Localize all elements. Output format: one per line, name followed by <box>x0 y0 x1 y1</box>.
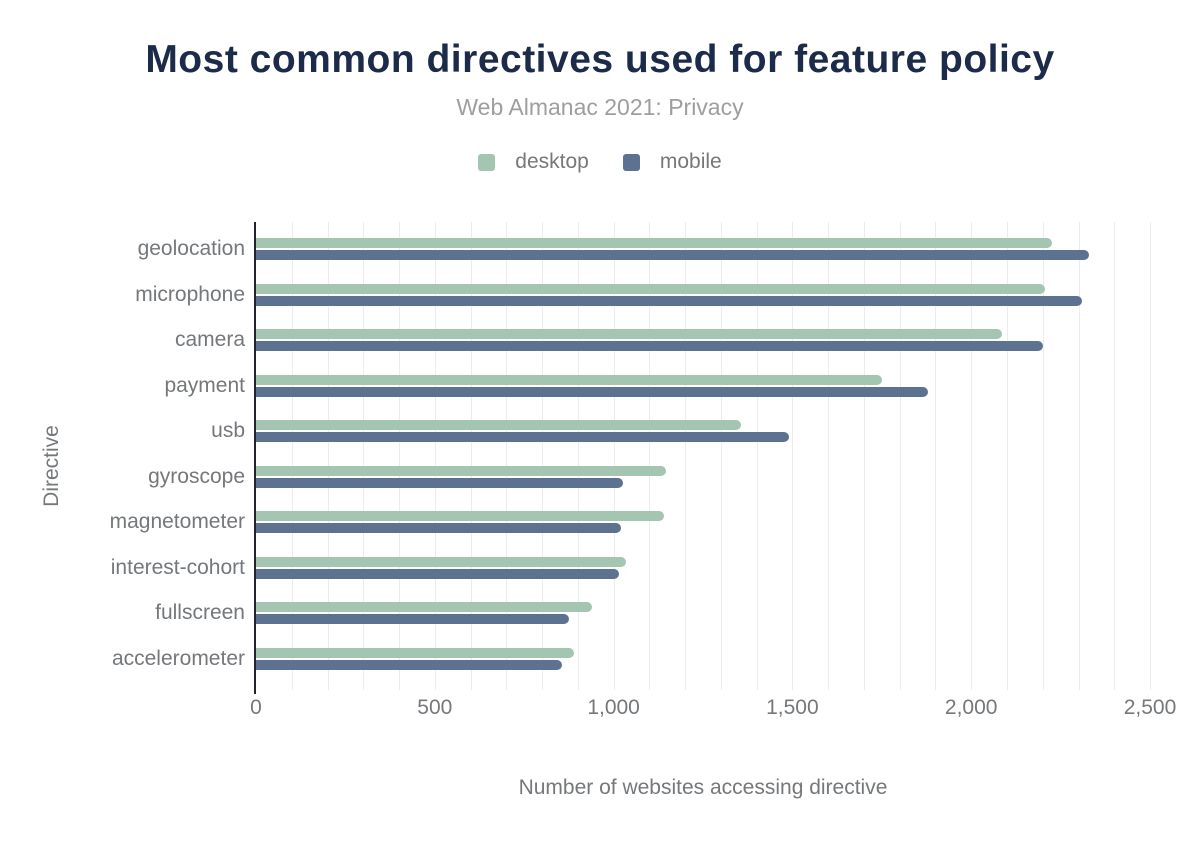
gridline <box>399 222 400 690</box>
bar-mobile-microphone <box>256 295 1083 306</box>
gridline <box>291 222 293 690</box>
gridline <box>577 222 579 690</box>
gridline <box>1150 222 1151 690</box>
bar-desktop-interest-cohort <box>256 556 627 567</box>
gridline <box>685 222 687 690</box>
bar-desktop-gyroscope <box>256 465 666 476</box>
chart-subtitle: Web Almanac 2021: Privacy <box>456 94 744 120</box>
bar-mobile-usb <box>256 432 789 442</box>
bar-mobile-magnetometer <box>256 523 621 533</box>
gridline <box>470 222 472 690</box>
category-label-usb: usb <box>211 419 245 442</box>
gridline <box>1042 222 1044 690</box>
x-tick-label: 0 <box>250 696 262 719</box>
legend-label-mobile: mobile <box>659 150 722 173</box>
gridline <box>363 222 365 690</box>
bar-mobile-gyroscope <box>256 477 623 488</box>
bar-desktop-fullscreen <box>256 602 593 612</box>
bar-desktop-accelerometer <box>256 647 575 658</box>
category-label-microphone: microphone <box>135 282 245 306</box>
bar-desktop-magnetometer <box>256 511 664 521</box>
x-tick-label: 2,500 <box>1123 696 1177 719</box>
category-label-payment: payment <box>164 373 245 397</box>
gridline <box>971 222 973 690</box>
bar-desktop-microphone <box>256 283 1045 294</box>
y-axis-title: Directive <box>40 425 63 507</box>
gridline <box>649 222 651 690</box>
gridline <box>434 222 436 690</box>
bar-mobile-camera <box>256 341 1043 351</box>
bar-desktop-geolocation <box>256 238 1052 248</box>
gridline <box>720 222 722 690</box>
gridline <box>1007 222 1008 690</box>
legend: desktop mobile <box>0 150 1200 174</box>
bar-mobile-accelerometer <box>256 659 562 670</box>
legend-item-mobile: mobile <box>622 150 722 174</box>
x-tick-label: 1,500 <box>766 696 819 719</box>
gridline <box>542 222 544 690</box>
mobile-swatch-icon <box>622 153 640 171</box>
x-tick-label: 1,000 <box>587 696 640 719</box>
bar-mobile-payment <box>256 386 929 397</box>
gridline <box>613 222 615 690</box>
bar-desktop-camera <box>256 329 1002 339</box>
legend-label-desktop: desktop <box>515 150 589 173</box>
category-label-accelerometer: accelerometer <box>111 646 245 670</box>
gridline <box>935 222 937 690</box>
bar-mobile-interest-cohort <box>256 568 619 579</box>
x-tick-label: 500 <box>417 696 453 719</box>
gridline <box>1078 222 1080 690</box>
category-label-interest-cohort: interest-cohort <box>110 555 245 579</box>
category-label-camera: camera <box>174 328 245 351</box>
category-label-fullscreen: fullscreen <box>155 601 245 624</box>
desktop-swatch-icon <box>478 153 496 171</box>
y-axis-line <box>254 222 256 694</box>
bar-mobile-fullscreen <box>256 614 569 624</box>
category-label-gyroscope: gyroscope <box>148 464 245 488</box>
gridline <box>756 222 758 690</box>
x-tick-label: 2,000 <box>944 696 998 719</box>
category-label-magnetometer: magnetometer <box>109 510 245 533</box>
gridline <box>327 222 329 690</box>
gridline <box>792 222 794 690</box>
chart-title: Most common directives used for feature … <box>145 38 1055 81</box>
x-axis-title: Number of websites accessing directive <box>518 776 888 799</box>
gridline <box>899 222 901 690</box>
gridline <box>1114 222 1116 690</box>
bar-mobile-geolocation <box>256 250 1090 260</box>
gridline <box>863 222 865 690</box>
legend-item-desktop: desktop <box>478 150 589 174</box>
gridline <box>506 222 508 690</box>
gridline <box>828 222 830 690</box>
category-label-geolocation: geolocation <box>137 237 245 260</box>
plot-area <box>256 222 1151 690</box>
bar-desktop-usb <box>256 420 741 430</box>
bar-desktop-payment <box>256 374 882 385</box>
